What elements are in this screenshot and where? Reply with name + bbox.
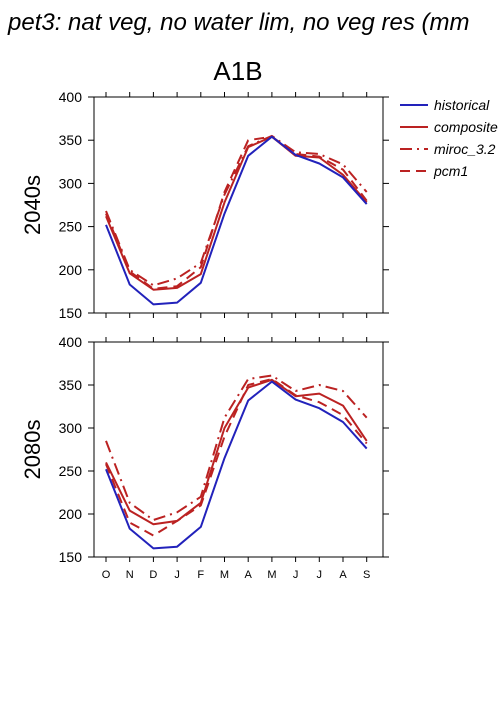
legend-label: miroc_3.2 — [434, 141, 496, 157]
y-tick-label: 400 — [59, 89, 83, 105]
y-tick-label: 250 — [59, 219, 83, 235]
series-line-historical — [105, 135, 368, 306]
series-line-pcm1 — [105, 135, 368, 290]
y-tick-label: 300 — [59, 420, 83, 436]
figure-title: pet3: nat veg, no water lim, no veg res … — [7, 9, 470, 36]
legend-label: pcm1 — [433, 163, 468, 179]
plot-frame — [93, 96, 384, 314]
x-tick-label: A — [245, 569, 253, 581]
legend-label: historical — [434, 97, 490, 113]
x-tick-label: J — [293, 569, 299, 581]
scenario-label: A1B — [213, 56, 262, 86]
plot-frame — [93, 341, 384, 558]
series-line-composite — [105, 378, 368, 526]
x-tick-label: F — [197, 569, 204, 581]
panel-2080s: 150 200 250 300 350 400 O N D J F M A M J J A S 2080s — [20, 334, 389, 581]
x-tick-label: M — [267, 569, 276, 581]
x-tick-label: M — [220, 569, 229, 581]
y-tick-label: 200 — [59, 506, 83, 522]
x-tick-label: N — [126, 569, 134, 581]
y-tick-label: 150 — [59, 305, 83, 321]
panels: 150 200 250 300 350 400 2040s 150 200 250 300 350 40… — [20, 89, 389, 581]
x-tick-label: S — [363, 569, 370, 581]
y-tick-label: 250 — [59, 463, 83, 479]
y-tick-label: 300 — [59, 175, 83, 191]
series-line-historical — [105, 380, 368, 550]
legend: historical composite miroc_3.2 pcm1 — [400, 97, 498, 179]
y-tick-label: 350 — [59, 377, 83, 393]
x-tick-label: D — [149, 569, 157, 581]
x-tick-label: J — [174, 569, 180, 581]
series-line-miroc-3-2 — [105, 374, 368, 521]
x-tick-label: O — [102, 569, 111, 581]
y-tick-label: 400 — [59, 334, 83, 350]
y-axis-label: 2040s — [20, 175, 45, 235]
series-line-miroc-3-2 — [105, 134, 368, 287]
y-tick-label: 200 — [59, 262, 83, 278]
y-axis-label: 2080s — [20, 420, 45, 480]
panel-2040s: 150 200 250 300 350 400 2040s — [20, 89, 389, 321]
x-tick-label: J — [317, 569, 323, 581]
y-tick-label: 350 — [59, 132, 83, 148]
x-tick-label: A — [339, 569, 347, 581]
legend-label: composite — [434, 119, 498, 135]
series-line-pcm1 — [105, 378, 368, 537]
y-tick-label: 150 — [59, 549, 83, 565]
series-line-composite — [105, 135, 368, 291]
